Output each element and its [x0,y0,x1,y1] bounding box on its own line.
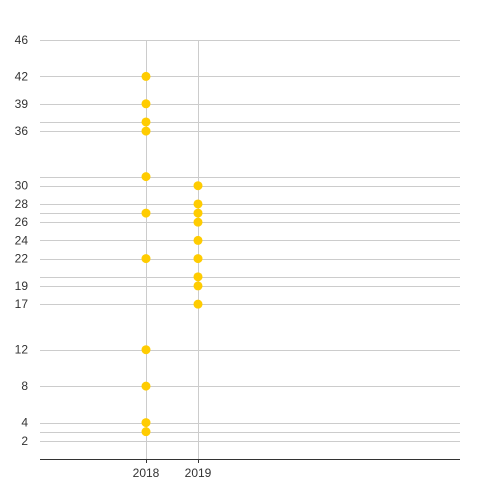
y-tick-label: 22 [15,252,29,266]
y-tick-label: 17 [15,297,29,311]
y-tick-label: 2 [21,434,28,448]
x-axis-ticks: 2018 2019 [133,459,212,480]
data-point[interactable] [141,117,151,127]
y-tick-label: 42 [15,69,29,83]
data-point[interactable] [193,181,203,191]
y-tick-label: 36 [15,124,29,138]
y-tick-label: 4 [21,416,28,430]
category-gridlines [146,40,199,459]
data-point[interactable] [141,71,151,81]
data-point[interactable] [141,418,151,428]
data-point[interactable] [141,427,151,437]
data-point[interactable] [193,208,203,218]
data-points [141,71,203,437]
data-point[interactable] [193,235,203,245]
data-point[interactable] [141,99,151,109]
x-tick-label: 2019 [185,466,212,480]
data-point[interactable] [141,126,151,136]
data-point[interactable] [193,281,203,291]
data-point[interactable] [193,217,203,227]
data-point[interactable] [141,254,151,264]
data-point[interactable] [141,208,151,218]
data-point[interactable] [193,299,203,309]
y-tick-label: 8 [21,379,28,393]
y-tick-label: 24 [15,233,29,247]
y-tick-label: 39 [15,97,29,111]
data-point[interactable] [193,272,203,282]
gridlines [40,40,460,442]
y-tick-label: 26 [15,215,29,229]
y-tick-label: 12 [15,343,29,357]
y-tick-label: 28 [15,197,29,211]
y-tick-label: 46 [15,33,29,47]
data-point[interactable] [141,172,151,182]
data-point[interactable] [193,199,203,209]
data-point[interactable] [141,381,151,391]
data-point[interactable] [141,345,151,355]
x-tick-label: 2018 [133,466,160,480]
y-tick-label: 19 [15,279,29,293]
data-point[interactable] [193,254,203,264]
y-tick-label: 30 [15,179,29,193]
